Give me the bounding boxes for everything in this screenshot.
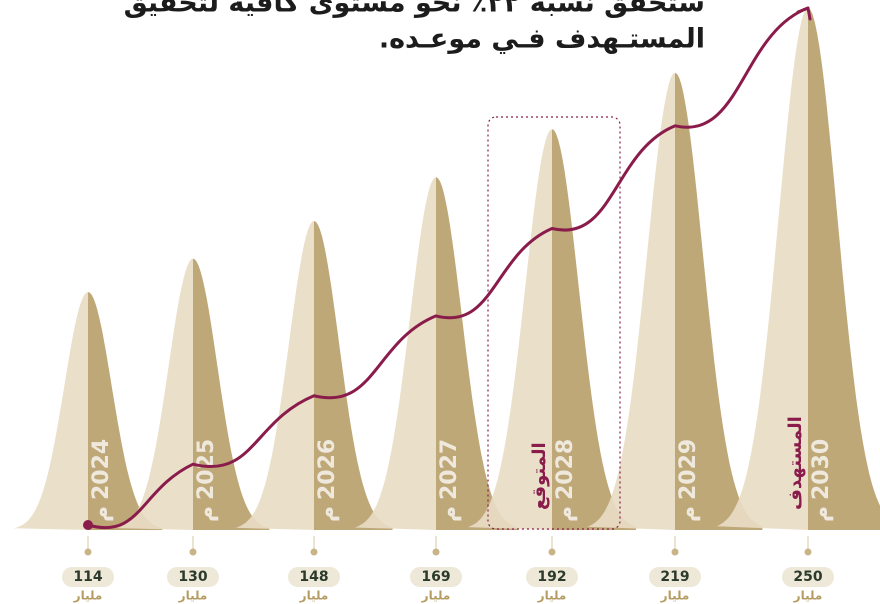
value-label: 250 xyxy=(793,569,822,585)
tick-dot xyxy=(548,548,556,556)
category-label: 2024 xyxy=(89,439,114,500)
tick-dot xyxy=(671,548,679,556)
bell-right xyxy=(193,258,270,530)
category-label: 2027 xyxy=(437,439,462,500)
bell-left xyxy=(587,72,675,530)
unit-label: مليار xyxy=(793,589,823,603)
bell-left xyxy=(716,8,808,530)
category-label: 2029 xyxy=(676,439,701,500)
value-pill xyxy=(167,567,219,587)
tick-dot xyxy=(804,548,812,556)
bell-right xyxy=(675,72,763,530)
category-suffix: م xyxy=(553,506,578,522)
unit-label: مليار xyxy=(660,589,690,603)
growth-line xyxy=(86,6,810,530)
bell-left xyxy=(116,258,193,530)
annotation: المتوقع xyxy=(529,442,550,510)
category-suffix: م xyxy=(194,506,219,522)
unit-label: مليار xyxy=(537,589,567,603)
category-suffix: م xyxy=(676,506,701,522)
tick-dot xyxy=(310,548,318,556)
value-pill xyxy=(782,567,834,587)
bell-right xyxy=(314,221,393,530)
bell-right xyxy=(808,8,880,530)
arrow-head xyxy=(796,6,812,21)
category-label: 2030 xyxy=(809,439,834,500)
value-label: 114 xyxy=(73,569,102,585)
tick-dot xyxy=(189,548,197,556)
unit-label: مليار xyxy=(178,589,208,603)
category-label: 2025 xyxy=(194,439,219,500)
line-start xyxy=(83,520,93,530)
annotation: المستهدف xyxy=(785,416,806,510)
category-suffix: م xyxy=(809,506,834,522)
highlight-box xyxy=(487,116,621,530)
category-label: 2028 xyxy=(553,439,578,500)
title-line: ستحقق نسبة ٢٢٪ نحو مستوى كافية لتحقيق xyxy=(124,0,705,19)
tick-dot xyxy=(432,548,440,556)
bell-right xyxy=(552,129,637,530)
bell-right xyxy=(436,177,518,530)
category-label: 2026 xyxy=(315,439,340,500)
value-pill xyxy=(62,567,114,587)
value-label: 169 xyxy=(421,569,450,585)
value-label: 130 xyxy=(178,569,207,585)
bell-left xyxy=(13,292,89,530)
value-label: 219 xyxy=(660,569,689,585)
unit-label: مليار xyxy=(299,589,329,603)
category-suffix: م xyxy=(315,506,340,522)
value-pill xyxy=(410,567,462,587)
value-pill xyxy=(526,567,578,587)
value-label: 148 xyxy=(299,569,328,585)
bell-left xyxy=(235,221,314,530)
unit-label: مليار xyxy=(73,589,103,603)
value-pill xyxy=(649,567,701,587)
tick-dot xyxy=(84,548,92,556)
value-pill xyxy=(288,567,340,587)
category-suffix: م xyxy=(89,506,114,522)
category-suffix: م xyxy=(437,506,462,522)
bell-right xyxy=(88,292,163,530)
title-line: المستـهدف فـي موعـده. xyxy=(379,24,705,55)
value-label: 192 xyxy=(537,569,566,585)
unit-label: مليار xyxy=(421,589,451,603)
bell-left xyxy=(354,177,436,530)
bell-left xyxy=(467,129,552,530)
